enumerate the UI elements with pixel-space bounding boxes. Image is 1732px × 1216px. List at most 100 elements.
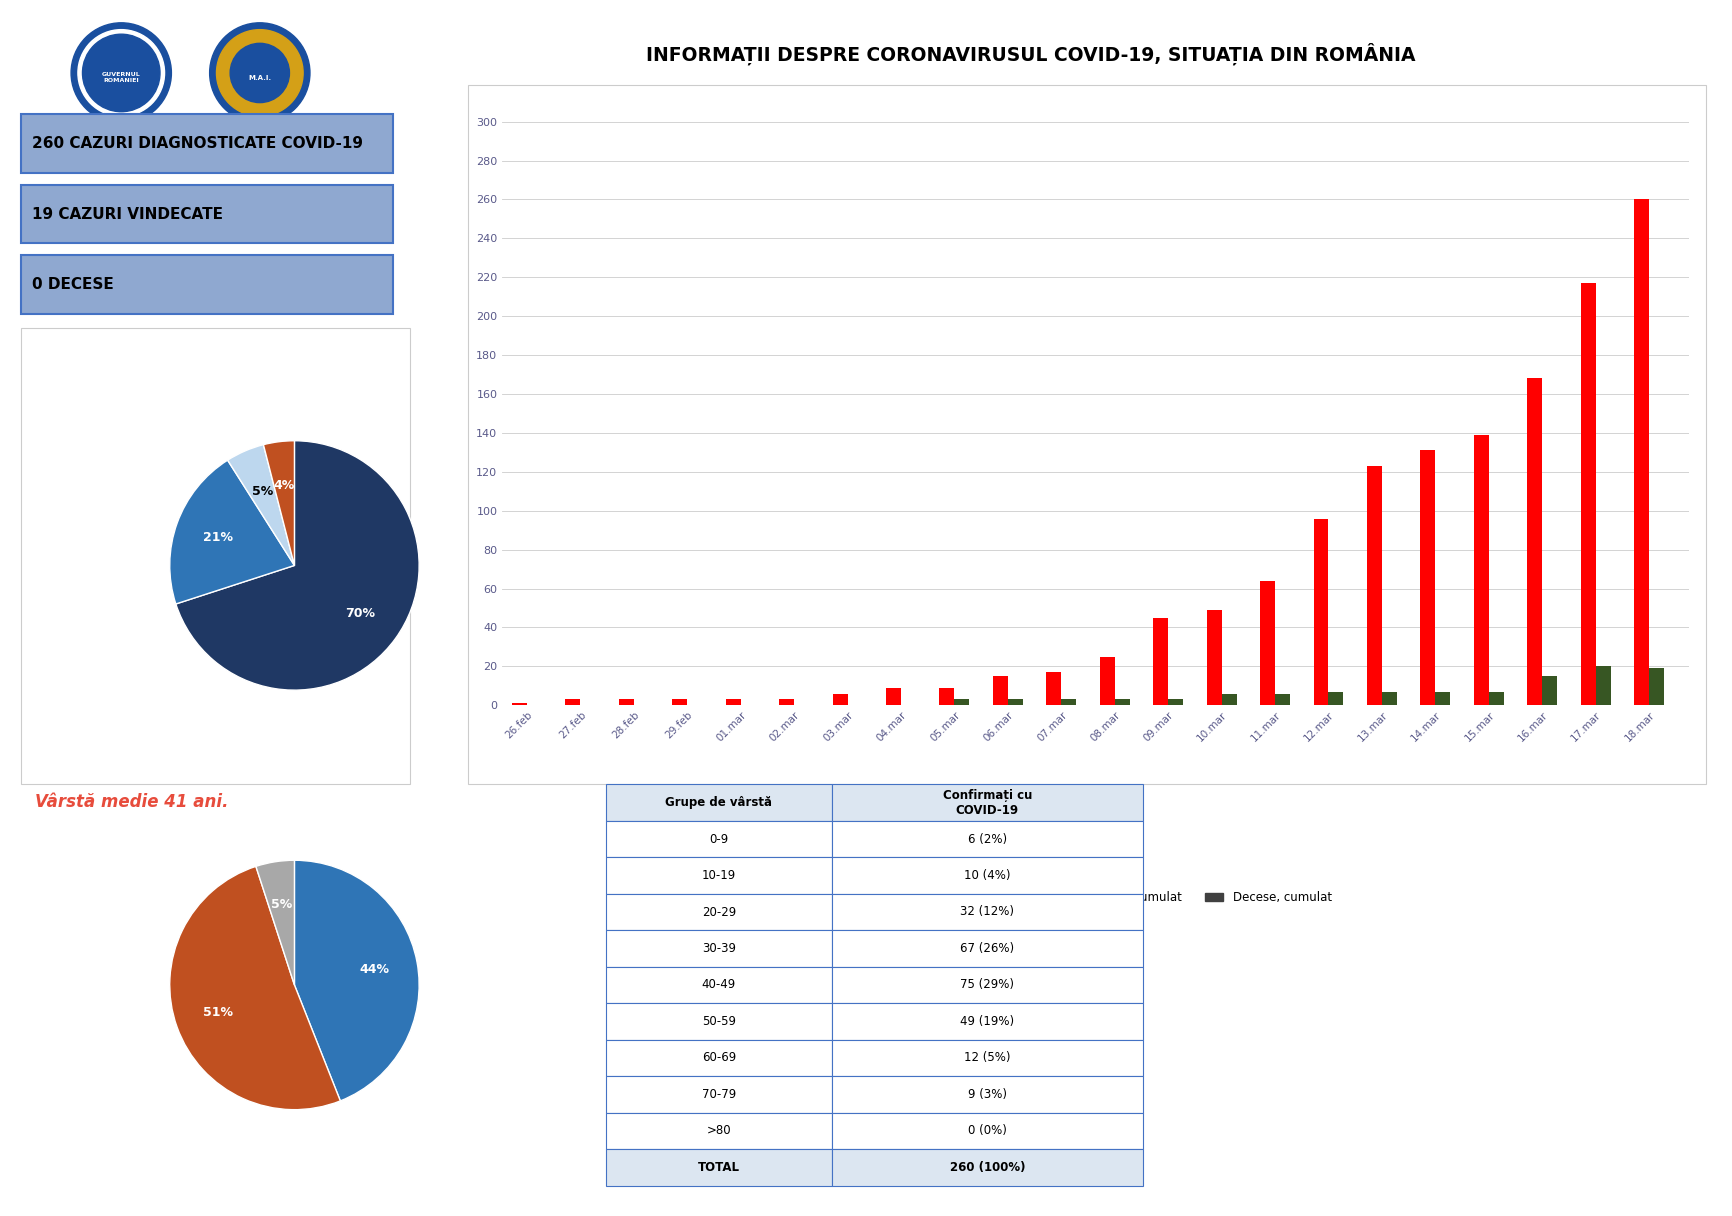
Bar <box>833 693 847 705</box>
Bar <box>1382 692 1398 705</box>
FancyBboxPatch shape <box>606 967 831 1003</box>
Bar <box>992 676 1008 705</box>
Text: 6 (2%): 6 (2%) <box>968 833 1006 845</box>
FancyBboxPatch shape <box>606 784 831 821</box>
Bar <box>1595 666 1611 705</box>
Bar <box>726 699 741 705</box>
Circle shape <box>216 29 303 117</box>
FancyBboxPatch shape <box>831 821 1143 857</box>
Text: 49 (19%): 49 (19%) <box>960 1015 1015 1028</box>
FancyBboxPatch shape <box>831 857 1143 894</box>
Bar <box>1008 699 1024 705</box>
Text: INFORMAȚII DESPRE CORONAVIRUSUL COVID-19, SITUAȚIA DIN ROMÂNIA: INFORMAȚII DESPRE CORONAVIRUSUL COVID-19… <box>646 43 1415 64</box>
Text: 60-69: 60-69 <box>701 1052 736 1064</box>
Text: 70-79: 70-79 <box>701 1088 736 1100</box>
Wedge shape <box>177 440 419 691</box>
Wedge shape <box>256 860 294 985</box>
Text: 70%: 70% <box>345 607 376 620</box>
Bar <box>954 699 970 705</box>
FancyBboxPatch shape <box>831 967 1143 1003</box>
Bar <box>1649 669 1664 705</box>
Bar <box>1275 693 1290 705</box>
Circle shape <box>78 29 165 117</box>
Text: 50-59: 50-59 <box>701 1015 736 1028</box>
FancyBboxPatch shape <box>831 784 1143 821</box>
Wedge shape <box>170 866 341 1110</box>
Bar <box>1313 518 1328 705</box>
Text: 0 (0%): 0 (0%) <box>968 1125 1006 1137</box>
FancyBboxPatch shape <box>606 1003 831 1040</box>
FancyBboxPatch shape <box>831 1076 1143 1113</box>
Text: 12 (5%): 12 (5%) <box>965 1052 1011 1064</box>
Bar <box>1420 450 1436 705</box>
Bar <box>565 699 580 705</box>
Bar <box>1490 692 1503 705</box>
Bar <box>513 703 527 705</box>
Bar <box>1046 672 1062 705</box>
Circle shape <box>71 23 171 123</box>
FancyBboxPatch shape <box>831 894 1143 930</box>
Bar <box>618 699 634 705</box>
Text: 260 (100%): 260 (100%) <box>949 1161 1025 1173</box>
Text: 40-49: 40-49 <box>701 979 736 991</box>
Text: TOTAL: TOTAL <box>698 1161 740 1173</box>
FancyBboxPatch shape <box>21 185 393 243</box>
FancyBboxPatch shape <box>468 85 1706 784</box>
Wedge shape <box>170 460 294 604</box>
Bar <box>1328 692 1344 705</box>
FancyBboxPatch shape <box>21 328 410 784</box>
Text: Grupe de vârstă: Grupe de vârstă <box>665 796 772 809</box>
FancyBboxPatch shape <box>606 894 831 930</box>
Circle shape <box>210 23 310 123</box>
Bar <box>672 699 688 705</box>
FancyBboxPatch shape <box>831 1003 1143 1040</box>
FancyBboxPatch shape <box>831 1040 1143 1076</box>
FancyBboxPatch shape <box>606 1076 831 1113</box>
Circle shape <box>83 34 159 112</box>
Wedge shape <box>263 440 294 565</box>
Text: 32 (12%): 32 (12%) <box>961 906 1015 918</box>
Text: 75 (29%): 75 (29%) <box>961 979 1015 991</box>
Text: 10 (4%): 10 (4%) <box>965 869 1011 882</box>
FancyBboxPatch shape <box>831 930 1143 967</box>
Text: 0-9: 0-9 <box>710 833 729 845</box>
Bar <box>1207 610 1221 705</box>
Text: 260 CAZURI DIAGNOSTICATE COVID-19: 260 CAZURI DIAGNOSTICATE COVID-19 <box>31 136 364 151</box>
Bar <box>779 699 793 705</box>
FancyBboxPatch shape <box>606 1040 831 1076</box>
FancyBboxPatch shape <box>606 1113 831 1149</box>
Text: 20-29: 20-29 <box>701 906 736 918</box>
Text: Confirmați cu
COVID-19: Confirmați cu COVID-19 <box>942 788 1032 817</box>
Wedge shape <box>294 860 419 1100</box>
Bar <box>1062 699 1076 705</box>
FancyBboxPatch shape <box>21 114 393 173</box>
Text: 44%: 44% <box>359 963 390 976</box>
FancyBboxPatch shape <box>606 1149 831 1186</box>
Bar <box>1581 283 1595 705</box>
Bar <box>1221 693 1237 705</box>
Legend: Diagnosticați, cumulat, Vindecați, cumulat, Decese, cumulat: Diagnosticați, cumulat, Vindecați, cumul… <box>854 886 1337 908</box>
Bar <box>1528 378 1541 705</box>
FancyBboxPatch shape <box>606 821 831 857</box>
Bar <box>1167 699 1183 705</box>
FancyBboxPatch shape <box>606 857 831 894</box>
Text: 4%: 4% <box>274 479 294 491</box>
FancyBboxPatch shape <box>831 1113 1143 1149</box>
Bar <box>1100 657 1115 705</box>
Bar <box>1115 699 1129 705</box>
Text: GUVERNUL
ROMANIEI: GUVERNUL ROMANIEI <box>102 72 140 83</box>
Text: 9 (3%): 9 (3%) <box>968 1088 1006 1100</box>
Circle shape <box>230 44 289 102</box>
Text: 5%: 5% <box>272 899 293 912</box>
Text: 5%: 5% <box>251 484 274 497</box>
Bar <box>1261 581 1275 705</box>
Text: 67 (26%): 67 (26%) <box>960 942 1015 955</box>
Text: 51%: 51% <box>203 1006 234 1019</box>
Wedge shape <box>227 445 294 565</box>
Bar <box>1367 466 1382 705</box>
Text: 10-19: 10-19 <box>701 869 736 882</box>
Bar <box>1436 692 1450 705</box>
Text: 0 DECESE: 0 DECESE <box>31 277 114 292</box>
Text: M.A.I.: M.A.I. <box>248 74 272 80</box>
Bar <box>1541 676 1557 705</box>
